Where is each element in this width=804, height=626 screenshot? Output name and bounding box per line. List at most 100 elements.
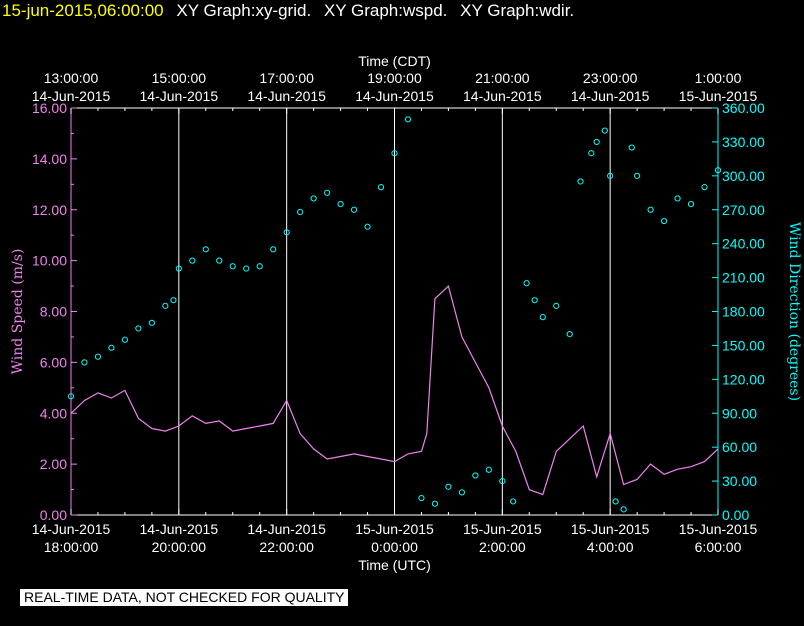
series-point-wdir: [337, 200, 344, 208]
data-quality-disclaimer: REAL-TIME DATA, NOT CHECKED FOR QUALITY: [20, 589, 349, 606]
series-point-wdir: [445, 483, 452, 490]
series-point-wdir: [553, 302, 560, 309]
series-point-wdir: [607, 172, 614, 179]
top-tick-date: 14-Jun-2015: [355, 88, 434, 104]
series-point-wdir: [229, 263, 236, 270]
right-tick-label: 300.00: [722, 168, 765, 184]
header-title-grid: XY Graph:xy-grid.: [176, 1, 312, 20]
bottom-tick-time: 18:00:00: [44, 539, 99, 555]
series-point-wdir: [202, 246, 209, 253]
top-tick-time: 17:00:00: [259, 70, 314, 86]
right-axis-title: Wind Direction (degrees): [786, 222, 802, 401]
series-point-wdir: [81, 359, 88, 366]
left-tick-label: 6.00: [40, 354, 67, 370]
series-point-wdir: [350, 206, 358, 213]
left-tick-label: 4.00: [40, 405, 67, 421]
right-tick-label: 180.00: [722, 304, 765, 320]
bottom-tick-date: 14-Jun-2015: [140, 521, 219, 537]
bottom-tick-date: 15-Jun-2015: [679, 521, 758, 537]
top-tick-date: 14-Jun-2015: [247, 88, 326, 104]
top-axis-title: Time (CDT): [358, 53, 431, 69]
left-tick-label: 8.00: [40, 304, 67, 320]
series-point-wdir: [162, 302, 169, 309]
bottom-tick-time: 4:00:00: [587, 539, 634, 555]
bottom-tick-time: 2:00:00: [479, 539, 526, 555]
top-tick-time: 1:00:00: [695, 70, 742, 86]
series-point-wdir: [577, 178, 584, 185]
right-tick-label: 150.00: [722, 337, 765, 353]
bottom-axis-title: Time (UTC): [358, 557, 431, 573]
series-point-wdir: [634, 172, 641, 179]
top-tick-date: 14-Jun-2015: [463, 88, 542, 104]
series-point-wdir: [377, 184, 385, 191]
top-tick-date: 14-Jun-2015: [140, 88, 219, 104]
grid-lines: [178, 108, 611, 515]
header-timestamp: 15-jun-2015,06:00:00: [2, 1, 164, 20]
series-point-wdir: [148, 319, 155, 326]
top-tick-time: 21:00:00: [475, 70, 530, 86]
series-point-wdir: [189, 257, 196, 264]
series-point-wdir: [660, 217, 668, 225]
right-tick-label: 30.00: [722, 473, 757, 489]
left-tick-label: 14.00: [32, 151, 67, 167]
bottom-tick-date: 15-Jun-2015: [571, 521, 650, 537]
series-point-wdir: [601, 127, 608, 134]
series-point-wdir: [566, 331, 573, 338]
top-tick-date: 14-Jun-2015: [571, 88, 650, 104]
series-point-wdir: [121, 336, 129, 343]
series-point-wdir: [175, 265, 182, 272]
series-point-wdir: [283, 229, 290, 236]
left-axis-title: Wind Speed (m/s): [10, 249, 26, 375]
page-header: 15-jun-2015,06:00:00 XY Graph:xy-grid. X…: [2, 1, 574, 21]
series-point-wdir: [531, 297, 538, 304]
series-point-wdir: [593, 138, 600, 146]
series-point-wdir: [297, 208, 304, 216]
right-tick-label: 360.00: [722, 100, 765, 116]
series-point-wdir: [687, 200, 695, 208]
right-tick-label: 120.00: [722, 371, 765, 387]
header-title-wdir: XY Graph:wdir.: [460, 1, 575, 20]
left-tick-label: 16.00: [32, 100, 67, 116]
right-tick-label: 0.00: [722, 507, 749, 523]
bottom-tick-date: 14-Jun-2015: [247, 521, 326, 537]
left-tick-label: 0.00: [40, 507, 67, 523]
series-point-wdir: [243, 265, 250, 272]
series-point-wdir: [310, 195, 317, 202]
right-tick-label: 270.00: [722, 202, 765, 218]
series-point-wdir: [612, 498, 619, 505]
right-tick-label: 90.00: [722, 405, 757, 421]
left-tick-label: 12.00: [32, 202, 67, 218]
series-point-wdir: [256, 263, 263, 270]
bottom-tick-time: 20:00:00: [152, 539, 207, 555]
series-point-wdir: [94, 353, 102, 360]
right-tick-label: 210.00: [722, 270, 765, 286]
series-point-wdir: [628, 144, 635, 151]
top-tick-time: 23:00:00: [583, 70, 638, 86]
series-point-wdir: [539, 314, 546, 321]
top-tick-time: 15:00:00: [152, 70, 207, 86]
bottom-tick-time: 22:00:00: [259, 539, 314, 555]
right-tick-label: 60.00: [722, 439, 757, 455]
top-tick-date: 14-Jun-2015: [32, 88, 111, 104]
series-point-wdir: [170, 297, 177, 304]
series-point-wdir: [270, 246, 277, 253]
series-layer: [67, 116, 722, 513]
series-point-wdir: [485, 466, 492, 473]
right-tick-label: 330.00: [722, 134, 765, 150]
series-point-wdir: [364, 223, 371, 230]
series-point-wdir: [324, 189, 331, 196]
bottom-tick-date: 15-Jun-2015: [355, 521, 434, 537]
series-point-wdir: [458, 489, 465, 496]
series-point-wdir: [510, 498, 517, 505]
bottom-tick-date: 15-Jun-2015: [463, 521, 542, 537]
top-tick-time: 13:00:00: [44, 70, 99, 86]
series-point-wdir: [674, 195, 681, 202]
header-title-wspd: XY Graph:wspd.: [323, 1, 448, 20]
series-point-wdir: [391, 150, 398, 157]
right-tick-label: 240.00: [722, 236, 765, 252]
series-point-wdir: [431, 500, 439, 507]
left-tick-label: 2.00: [40, 456, 67, 472]
series-point-wdir: [472, 472, 479, 479]
series-point-wdir: [647, 206, 654, 213]
